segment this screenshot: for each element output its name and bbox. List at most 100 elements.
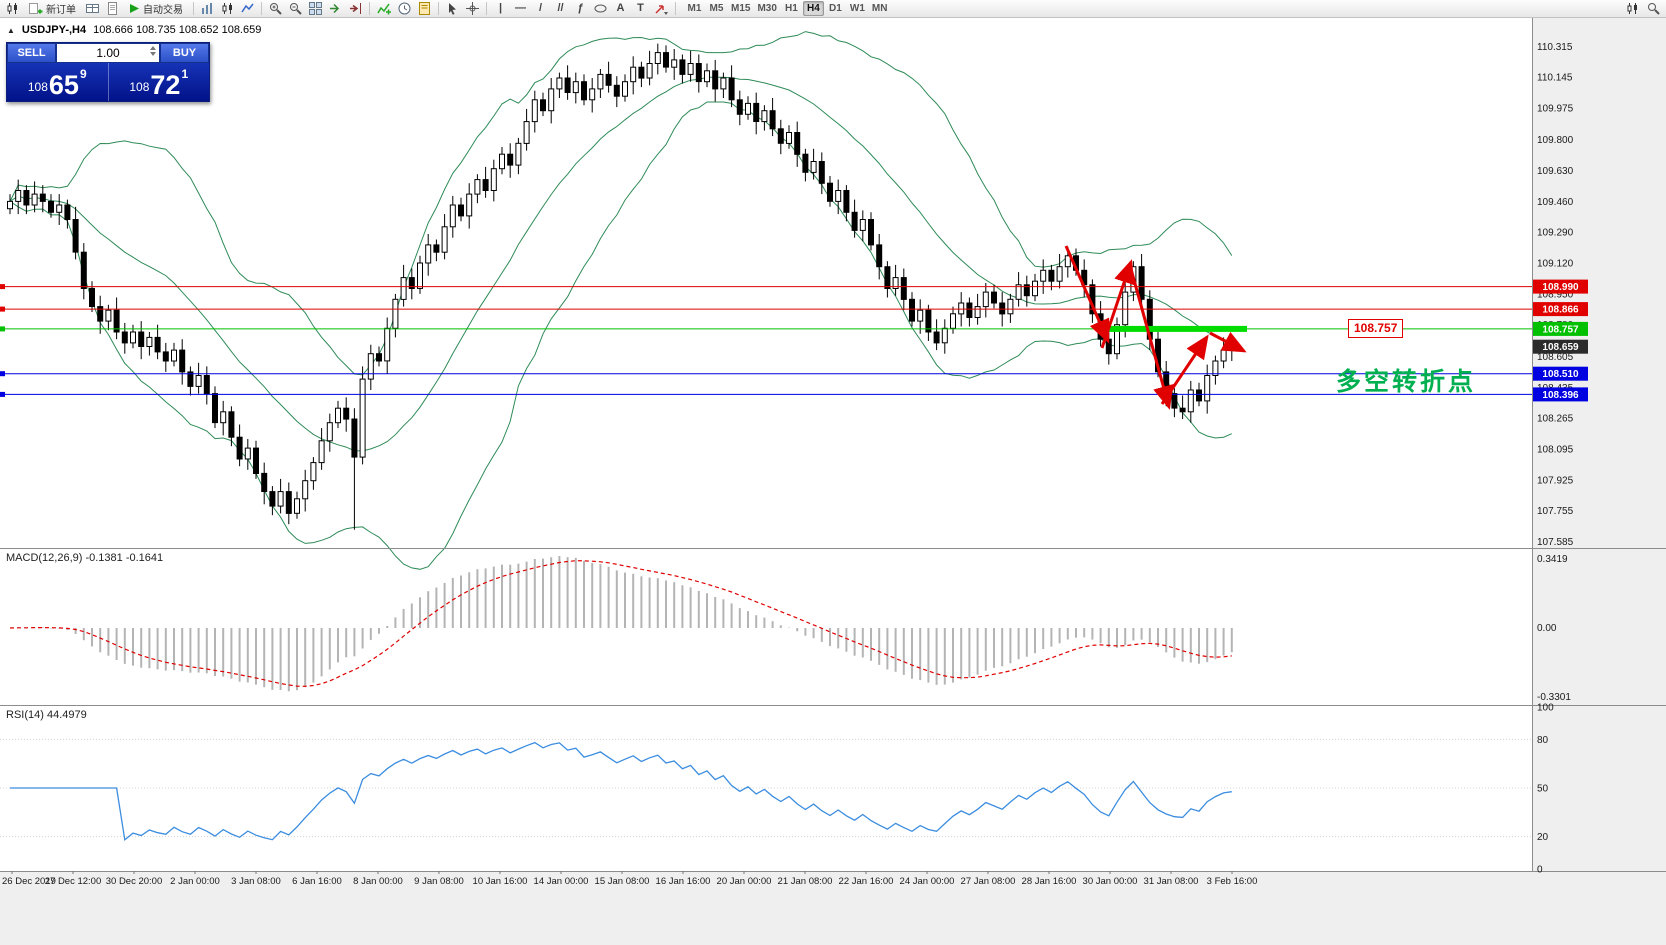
chart-shift-icon[interactable] bbox=[346, 1, 365, 17]
autotrading-button[interactable]: 自动交易 bbox=[123, 1, 189, 17]
spin-down-icon[interactable] bbox=[150, 52, 156, 56]
price-axis: 110.315 110.145 109.975 109.800 109.630 109.4… bbox=[1537, 42, 1574, 876]
svg-text:109.630: 109.630 bbox=[1537, 166, 1574, 177]
volume-spinner[interactable] bbox=[150, 46, 156, 56]
text-icon[interactable]: A bbox=[611, 1, 630, 17]
timeframe-h1-button[interactable]: H1 bbox=[785, 3, 798, 14]
trendline-icon[interactable]: / bbox=[531, 1, 550, 17]
toolbar-right-group bbox=[1623, 1, 1663, 17]
horizontal-lines-layer[interactable] bbox=[0, 284, 1532, 397]
one-click-trading-panel: SELL 1.00 BUY 108 65 9 108 72 1 bbox=[6, 42, 210, 102]
volume-input[interactable]: 1.00 bbox=[56, 43, 160, 63]
buy-price[interactable]: 108 72 1 bbox=[109, 63, 210, 101]
timeframe-w1-button[interactable]: W1 bbox=[849, 3, 865, 14]
autotrading-icon bbox=[129, 3, 140, 14]
cursor-icon[interactable] bbox=[443, 1, 462, 17]
sell-price[interactable]: 108 65 9 bbox=[7, 63, 109, 101]
toolbar-separator bbox=[261, 2, 262, 15]
equidistant-channel-icon: // bbox=[557, 2, 564, 14]
search-icon[interactable] bbox=[1644, 1, 1663, 17]
new-chart-icon[interactable] bbox=[3, 1, 22, 17]
svg-text:2 Jan 00:00: 2 Jan 00:00 bbox=[170, 876, 220, 887]
zoom-out-icon[interactable] bbox=[286, 1, 305, 17]
text-icon: A bbox=[616, 2, 625, 14]
svg-text:14 Jan 00:00: 14 Jan 00:00 bbox=[534, 876, 589, 887]
trend-arrows-layer[interactable] bbox=[1064, 245, 1247, 410]
toolbar-separator bbox=[438, 2, 439, 15]
indicators-icon bbox=[377, 2, 391, 15]
crosshair-icon[interactable] bbox=[463, 1, 482, 17]
svg-text:109.460: 109.460 bbox=[1537, 197, 1574, 208]
timeframe-d1-button[interactable]: D1 bbox=[829, 3, 842, 14]
trendline-icon: / bbox=[538, 2, 543, 14]
line-chart-icon[interactable] bbox=[238, 1, 257, 17]
zoom-in-icon[interactable] bbox=[266, 1, 285, 17]
market-watch-icon[interactable] bbox=[83, 1, 102, 17]
turning-point-note[interactable]: 多空转折点 bbox=[1336, 368, 1477, 396]
tile-windows-icon bbox=[309, 2, 322, 15]
mini-chart-icon[interactable] bbox=[1623, 1, 1642, 17]
svg-text:109.975: 109.975 bbox=[1537, 104, 1574, 115]
sell-price-prefix: 108 bbox=[27, 80, 48, 94]
svg-text:107.585: 107.585 bbox=[1537, 537, 1574, 548]
rsi-indicator-label: RSI(14) 44.4979 bbox=[6, 709, 87, 721]
text-label-icon: T bbox=[637, 2, 644, 14]
candle-chart-icon bbox=[221, 2, 234, 15]
buy-price-big: 72 bbox=[150, 69, 181, 100]
svg-text:30 Dec 20:00: 30 Dec 20:00 bbox=[106, 876, 163, 887]
svg-text:108.659: 108.659 bbox=[1542, 342, 1579, 353]
tile-windows-icon[interactable] bbox=[306, 1, 325, 17]
buy-button[interactable]: BUY bbox=[160, 43, 209, 63]
svg-text:107.925: 107.925 bbox=[1537, 475, 1574, 486]
data-window-icon[interactable] bbox=[103, 1, 122, 17]
macd-layer bbox=[9, 556, 1233, 692]
sell-button[interactable]: SELL bbox=[7, 43, 56, 63]
timeframe-m15-button[interactable]: M15 bbox=[731, 3, 751, 14]
price-flag-label[interactable]: 108.757 bbox=[1348, 319, 1404, 338]
spin-up-icon[interactable] bbox=[150, 46, 156, 50]
support-zone-segment[interactable] bbox=[1098, 325, 1247, 332]
chart-ohlc-values: 108.666 108.735 108.652 108.659 bbox=[93, 24, 262, 36]
svg-text:107.755: 107.755 bbox=[1537, 506, 1574, 517]
toolbar-separator bbox=[486, 2, 487, 15]
timeframe-group: M1 M5 M15 M30 H1 H4 D1 W1 MN bbox=[684, 1, 890, 16]
toolbar-separator bbox=[369, 2, 370, 15]
new-order-button[interactable]: 新订单 bbox=[23, 1, 82, 17]
timeframe-m30-button[interactable]: M30 bbox=[757, 3, 777, 14]
equidistant-channel-icon[interactable]: // bbox=[551, 1, 570, 17]
one-click-collapse-icon[interactable]: ▲ bbox=[7, 25, 15, 35]
candle-chart-icon[interactable] bbox=[218, 1, 237, 17]
fibonacci-icon[interactable]: ƒ bbox=[571, 1, 590, 17]
templates-icon[interactable] bbox=[415, 1, 434, 17]
svg-text:26 Dec 2019: 26 Dec 2019 bbox=[2, 876, 56, 887]
fibonacci-icon: ƒ bbox=[577, 2, 584, 14]
svg-text:108.605: 108.605 bbox=[1537, 352, 1574, 363]
ellipse-icon[interactable] bbox=[591, 1, 610, 17]
auto-scroll-icon bbox=[329, 2, 342, 15]
toolbar-separator bbox=[675, 2, 676, 15]
timeframe-m1-button[interactable]: M1 bbox=[687, 3, 702, 14]
indicators-icon[interactable] bbox=[374, 1, 394, 17]
templates-icon bbox=[418, 2, 431, 15]
text-label-icon[interactable]: T bbox=[631, 1, 650, 17]
svg-text:27 Jan 08:00: 27 Jan 08:00 bbox=[961, 876, 1016, 887]
timeframe-m5-button[interactable]: M5 bbox=[709, 3, 724, 14]
rsi-layer bbox=[0, 738, 1532, 842]
timeframe-mn-button[interactable]: MN bbox=[871, 3, 888, 14]
svg-text:0: 0 bbox=[1537, 865, 1543, 876]
cursor-icon bbox=[446, 2, 459, 15]
bar-chart-icon[interactable] bbox=[198, 1, 217, 17]
svg-text:27 Dec 12:00: 27 Dec 12:00 bbox=[45, 876, 102, 887]
svg-text:108.265: 108.265 bbox=[1537, 414, 1574, 425]
auto-scroll-icon[interactable] bbox=[326, 1, 345, 17]
svg-text:108.757: 108.757 bbox=[1542, 324, 1579, 335]
vertical-line-icon[interactable]: | bbox=[491, 1, 510, 17]
periods-icon[interactable] bbox=[395, 1, 414, 17]
sell-price-pip: 9 bbox=[79, 67, 87, 81]
arrows-icon[interactable] bbox=[651, 1, 671, 17]
horizontal-line-icon[interactable]: — bbox=[511, 1, 530, 17]
svg-text:110.315: 110.315 bbox=[1537, 42, 1573, 53]
timeframe-h4-button[interactable]: H4 bbox=[802, 1, 824, 16]
buy-price-pip: 1 bbox=[181, 67, 189, 81]
